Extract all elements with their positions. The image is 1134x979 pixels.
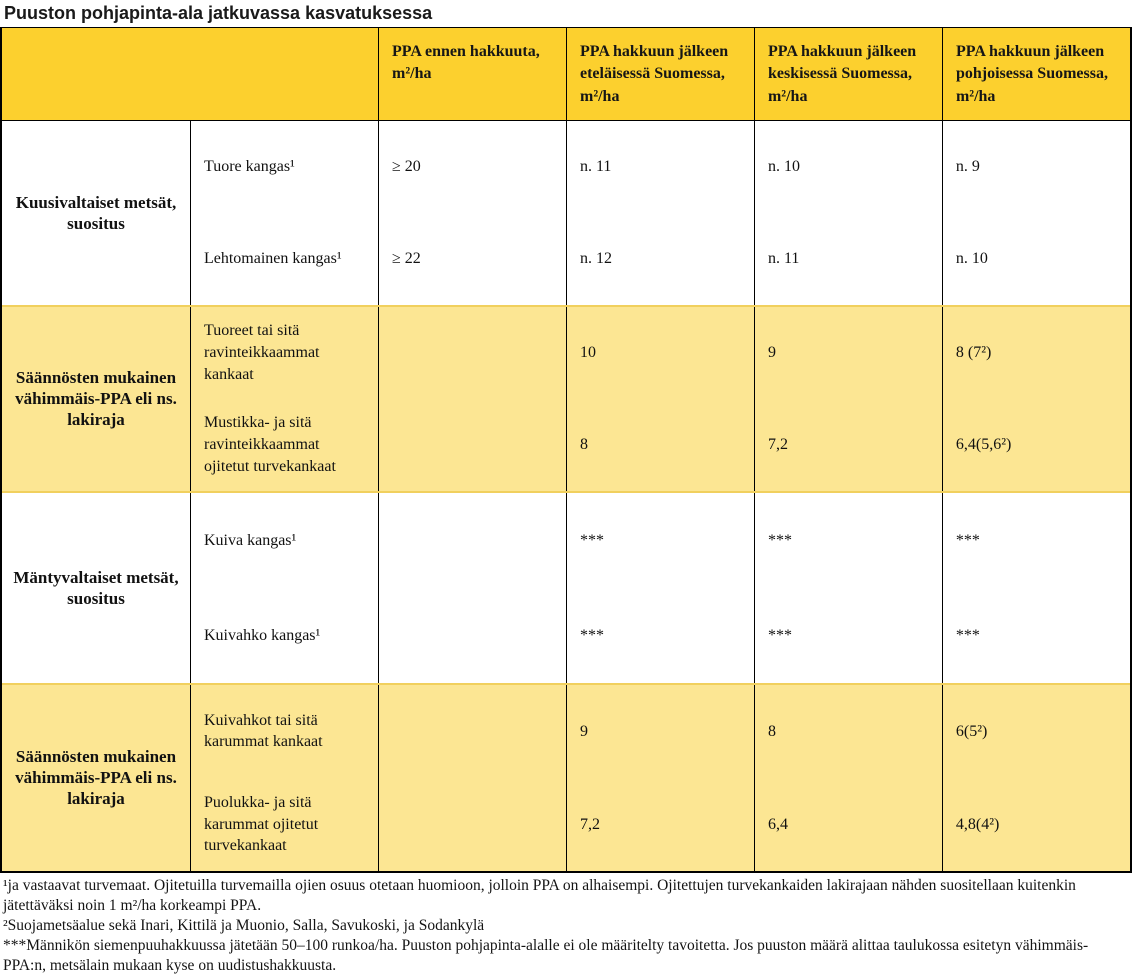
- site-type-cell: Kuiva kangas¹: [203, 531, 297, 549]
- site-type-cell: Lehtomainen kangas¹: [203, 250, 342, 267]
- value-cell: 8: [767, 722, 776, 740]
- value-cell: [379, 588, 566, 683]
- value-cell: ≥ 22: [391, 250, 421, 267]
- header-empty-cell: [2, 28, 378, 120]
- value-cell: n. 12: [579, 250, 612, 267]
- value-cell: ***: [955, 626, 980, 644]
- header-ppa-after-north: PPA hakkuun jälkeen pohjoisessa Suomessa…: [941, 27, 1130, 120]
- north-column: *** ***: [941, 492, 1130, 683]
- central-column: 8 6,4: [753, 684, 942, 871]
- value-cell: [379, 778, 566, 871]
- value-cell: 4,8(4²): [955, 815, 1000, 833]
- value-cell: n. 10: [955, 250, 988, 267]
- group-label: Säännösten mukainen vähimmäis-PPA eli ns…: [15, 367, 177, 430]
- central-column: 9 7,2: [753, 306, 942, 491]
- group-label: Mäntyvaltaiset metsät, suositus: [13, 567, 179, 608]
- value-cell: ***: [767, 626, 792, 644]
- value-cell: 8 (7²): [955, 344, 992, 361]
- site-type-column: Tuore kangas¹ Lehtomainen kangas¹: [189, 120, 378, 305]
- value-cell: 6,4: [767, 815, 788, 833]
- value-cell: 7,2: [579, 815, 600, 833]
- site-type-cell: Kuivahko kangas¹: [203, 626, 321, 644]
- north-column: 6(5²) 4,8(4²): [941, 684, 1130, 871]
- south-column: n. 11 n. 12: [565, 120, 754, 305]
- ppa-before-column: [377, 306, 566, 491]
- site-type-cell: Puolukka- ja sitä karummat ojitetut turv…: [203, 793, 319, 855]
- value-cell: ***: [579, 626, 604, 644]
- footnotes: ¹ja vastaavat turvemaat. Ojitetuilla tur…: [0, 873, 1134, 977]
- central-column: *** ***: [753, 492, 942, 683]
- block-spruce-recommendation: Kuusivaltaiset metsät, suositus Tuore ka…: [2, 120, 1130, 305]
- value-cell: [379, 307, 566, 399]
- value-cell: ***: [767, 531, 792, 549]
- header-ppa-after-central: PPA hakkuun jälkeen keskisessä Suomessa,…: [753, 27, 942, 120]
- ppa-before-column: [377, 492, 566, 683]
- value-cell: [379, 399, 566, 491]
- table-header-row: PPA ennen hakkuuta, m²/ha PPA hakkuun jä…: [2, 27, 1130, 121]
- block-pine-recommendation: Mäntyvaltaiset metsät, suositus Kuiva ka…: [2, 490, 1130, 683]
- block-legal-minimum-poor: Säännösten mukainen vähimmäis-PPA eli ns…: [2, 682, 1130, 871]
- value-cell: n. 9: [955, 158, 980, 175]
- central-column: n. 10 n. 11: [753, 120, 942, 305]
- ppa-before-column: ≥ 20 ≥ 22: [377, 120, 566, 305]
- site-type-cell: Kuivahkot tai sitä karummat kankaat: [203, 711, 323, 751]
- value-cell: [379, 493, 566, 588]
- value-cell: 10: [579, 344, 596, 361]
- group-label: Säännösten mukainen vähimmäis-PPA eli ns…: [15, 746, 177, 809]
- site-type-cell: Tuoreet tai sitä ravinteikkaammat kankaa…: [203, 322, 320, 383]
- footnote-2: ²Suojametsäalue sekä Inari, Kittilä ja M…: [3, 917, 485, 935]
- site-type-column: Kuiva kangas¹ Kuivahko kangas¹: [189, 492, 378, 683]
- value-cell: 7,2: [767, 436, 788, 453]
- page-title: Puuston pohjapinta-ala jatkuvassa kasvat…: [4, 3, 433, 23]
- header-ppa-after-south: PPA hakkuun jälkeen eteläisessä Suomessa…: [565, 27, 754, 120]
- north-column: n. 9 n. 10: [941, 120, 1130, 305]
- value-cell: n. 11: [579, 158, 612, 175]
- site-type-column: Kuivahkot tai sitä karummat kankaat Puol…: [189, 684, 378, 871]
- south-column: 9 7,2: [565, 684, 754, 871]
- value-cell: 9: [579, 722, 588, 740]
- site-type-cell: Mustikka- ja sitä ravinteikkaammat ojite…: [203, 414, 336, 475]
- value-cell: [379, 685, 566, 778]
- group-label: Kuusivaltaiset metsät, suositus: [15, 192, 177, 233]
- value-cell: n. 10: [767, 158, 800, 175]
- footnote-1: ¹ja vastaavat turvemaat. Ojitetuilla tur…: [3, 876, 1076, 914]
- value-cell: ***: [579, 531, 604, 549]
- footnote-3: ***Männikön siemenpuuhakkuussa jätetään …: [3, 937, 1089, 975]
- value-cell: 8: [579, 436, 588, 453]
- value-cell: 6(5²): [955, 722, 988, 740]
- header-ppa-before: PPA ennen hakkuuta, m²/ha: [378, 27, 566, 120]
- value-cell: 9: [767, 344, 776, 361]
- value-cell: n. 11: [767, 250, 800, 267]
- south-column: 10 8: [565, 306, 754, 491]
- south-column: *** ***: [565, 492, 754, 683]
- value-cell: ***: [955, 531, 980, 549]
- site-type-cell: Tuore kangas¹: [203, 158, 295, 175]
- ppa-before-column: [377, 684, 566, 871]
- basal-area-table: PPA ennen hakkuuta, m²/ha PPA hakkuun jä…: [0, 26, 1132, 873]
- block-legal-minimum-fertile: Säännösten mukainen vähimmäis-PPA eli ns…: [2, 304, 1130, 491]
- north-column: 8 (7²) 6,4(5,6²): [941, 306, 1130, 491]
- value-cell: ≥ 20: [391, 158, 421, 175]
- site-type-column: Tuoreet tai sitä ravinteikkaammat kankaa…: [189, 306, 378, 491]
- value-cell: 6,4(5,6²): [955, 436, 1012, 453]
